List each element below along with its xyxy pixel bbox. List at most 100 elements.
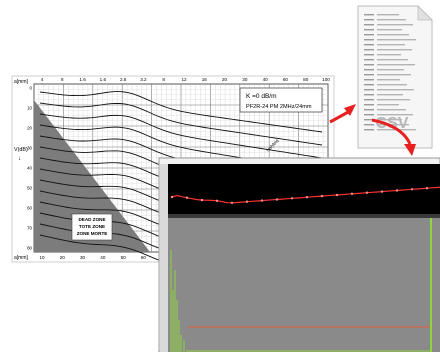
csv-row-text: [377, 114, 413, 116]
top-tick-label: 8: [162, 77, 165, 82]
csv-row-id: [364, 44, 374, 46]
csv-row-id: [364, 99, 374, 101]
left-tick-label: 40: [27, 166, 32, 171]
dead-zone-label-de: TOTE ZONE: [79, 224, 105, 229]
top-tick-label: 16: [202, 77, 208, 82]
dgs-curve: [39, 102, 323, 146]
left-tick-label: 70: [27, 226, 32, 231]
dead-zone-label-en: DEAD ZONE: [78, 217, 105, 222]
csv-row-text: [377, 84, 407, 86]
bottom-tick-label: 50: [121, 255, 127, 260]
left-tick-label: 50: [27, 186, 32, 191]
csv-row-id: [364, 89, 374, 91]
left-tick-label: 60: [27, 206, 32, 211]
csv-row-id: [364, 129, 374, 131]
top-tick-label: 2.5: [120, 77, 127, 82]
dgs-curve: [39, 113, 323, 159]
csv-row-id: [364, 124, 374, 126]
dgs-curve: [39, 91, 323, 133]
bottom-tick-label: 30: [80, 255, 86, 260]
csv-row-text: [377, 64, 415, 66]
dgs-top-ticks: 4 8 1.6 1.6 2.5 3.2 8 12 16 20 30 40 60 80 100: [41, 77, 331, 82]
csv-row-text: [377, 94, 403, 96]
csv-row-id: [364, 114, 374, 116]
y-axis-label: V(dB): [14, 147, 28, 153]
top-tick-label: 12: [181, 77, 187, 82]
bottom-tick-label: 20: [60, 255, 66, 260]
scope-trend-point: [320, 194, 324, 198]
dgs-legend-attenuation: K =0 dB/m: [246, 93, 277, 100]
top-tick-label: 100: [322, 77, 330, 82]
dead-zone-box: [71, 213, 113, 241]
csv-row-id: [364, 49, 374, 51]
csv-row-text: [377, 99, 410, 101]
csv-row-id: [364, 34, 374, 36]
top-tick-label: 4: [41, 77, 44, 82]
top-tick-label: 8: [61, 77, 64, 82]
csv-document: CSV: [357, 5, 433, 149]
scope-right-marker: [430, 218, 432, 352]
top-tick-label: 1.6: [79, 77, 86, 82]
csv-row-text: [377, 74, 411, 76]
csv-row-text: [377, 24, 413, 26]
csv-row-text: [377, 29, 402, 31]
top-tick-label: 3.2: [140, 77, 147, 82]
connector-arrows: [329, 104, 416, 156]
csv-row-text: [377, 54, 401, 56]
left-tick-label: 0: [30, 86, 33, 91]
scope-trend-point: [410, 188, 414, 191]
scope-trend-point: [290, 197, 294, 200]
bottom-tick-label: 60: [141, 255, 147, 260]
scope-trend-point: [185, 196, 189, 199]
csv-row-id: [364, 119, 374, 121]
csv-row-id: [364, 109, 374, 111]
scope-trend-point: [305, 196, 309, 199]
top-tick-label: 40: [263, 77, 269, 82]
dgs-left-ticks: 0 10 20 30 40 50 60 70 80: [27, 86, 32, 251]
csv-row-text: [377, 69, 404, 71]
left-tick-label: 20: [27, 126, 32, 131]
scope-trend-view: [168, 164, 440, 214]
csv-row-id: [364, 54, 374, 56]
top-tick-label: 30: [242, 77, 248, 82]
dgs-chart: DEAD ZONE TOTE ZONE ZONE MORTE K =0 dB/m…: [11, 75, 335, 302]
csv-row-id: [364, 69, 374, 71]
csv-extension-label: CSV: [376, 115, 409, 132]
top-tick-label: 60: [283, 77, 289, 82]
scope-ascan-trace: [170, 250, 430, 352]
csv-row-text: [377, 89, 414, 91]
csv-row-id: [364, 64, 374, 66]
csv-row-id: [364, 94, 374, 96]
scope-trend-point: [245, 200, 249, 203]
left-tick-label: 10: [27, 106, 32, 111]
scope-trend-point: [365, 191, 369, 194]
top-tick-label: 20: [222, 77, 228, 82]
bottom-tick-label: 10: [39, 255, 45, 260]
scope-trend-point: [335, 193, 339, 197]
csv-row-text: [377, 109, 406, 111]
csv-row-text: [377, 104, 399, 106]
csv-row-text: [377, 14, 399, 16]
arrow-chart-to-csv-head: [344, 104, 356, 116]
scope-trend-trace: [170, 186, 440, 204]
scope-trend-point: [350, 192, 354, 195]
dgs-legend-probe: PF2R-24 PM 2MHz/24mm: [246, 104, 312, 110]
csv-row-id: [364, 79, 374, 81]
scope-trend-point: [275, 198, 279, 201]
left-tick-label: 30: [27, 146, 32, 151]
csv-row-text: [377, 79, 400, 81]
csv-row-id: [364, 74, 374, 76]
csv-row-id: [364, 59, 374, 61]
dead-zone-area: [34, 100, 150, 252]
csv-row-text: [377, 124, 409, 126]
csv-row-text: [377, 49, 412, 51]
scope-window: [158, 157, 440, 352]
scope-trend-point: [380, 190, 384, 193]
scope-ascan-view: [168, 218, 440, 352]
arrow-csv-to-scope-head: [404, 144, 416, 156]
csv-row-id: [364, 29, 374, 31]
scope-trend-point: [395, 189, 399, 192]
scope-trend-point: [200, 198, 204, 202]
csv-row-id: [364, 24, 374, 26]
